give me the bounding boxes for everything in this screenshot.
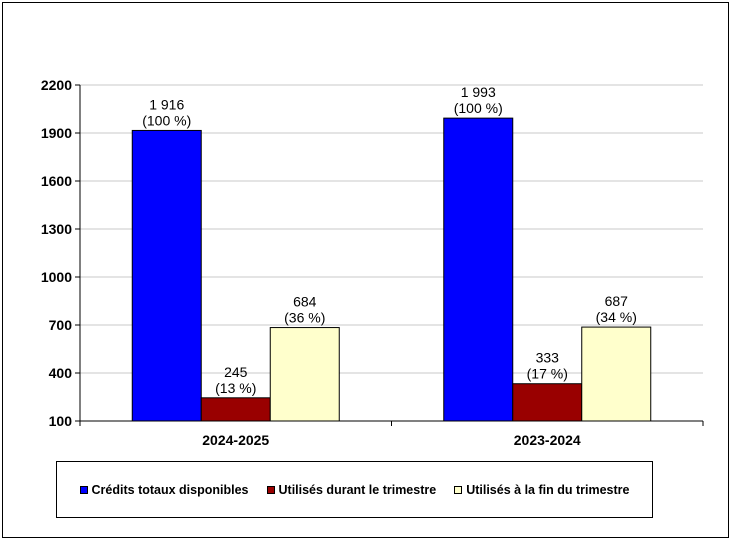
legend-label: Utilisés durant le trimestre — [278, 482, 437, 497]
y-tick-label: 700 — [49, 317, 73, 333]
data-label-percent: (100 %) — [142, 112, 191, 128]
y-tick-label: 400 — [49, 365, 73, 381]
legend-item: Utilisés durant le trimestre — [266, 482, 437, 497]
legend-label: Utilisés à la fin du trimestre — [466, 482, 630, 497]
y-tick-label: 1600 — [41, 173, 72, 189]
bar — [443, 117, 514, 422]
legend-swatch — [79, 485, 88, 494]
bar — [200, 397, 271, 422]
data-label: 333 — [536, 350, 560, 366]
data-label: 1 993 — [461, 84, 496, 100]
category-label: 2023-2024 — [514, 432, 581, 448]
data-label: 1 916 — [149, 96, 184, 112]
bar — [512, 383, 583, 422]
y-tick-label: 1300 — [41, 221, 72, 237]
data-label-percent: (34 %) — [596, 309, 637, 325]
data-label-percent: (13 %) — [215, 380, 256, 396]
data-label-percent: (17 %) — [527, 366, 568, 382]
data-label-percent: (100 %) — [454, 100, 503, 116]
legend-item: Utilisés à la fin du trimestre — [454, 483, 629, 497]
legend-swatch — [266, 485, 275, 494]
data-label: 245 — [224, 364, 248, 380]
legend-item: Crédits totaux disponibles — [79, 482, 249, 497]
y-tick-label: 1000 — [41, 269, 72, 285]
legend: Crédits totaux disponibles Utilisés duran… — [56, 461, 653, 518]
y-tick-label: 100 — [49, 413, 73, 429]
bar — [581, 326, 652, 422]
data-label-percent: (36 %) — [284, 310, 325, 326]
bar — [131, 129, 202, 422]
legend-swatch — [454, 485, 463, 494]
data-label: 687 — [605, 293, 629, 309]
bar — [269, 327, 340, 422]
category-label: 2024-2025 — [202, 432, 269, 448]
y-tick-label: 2200 — [41, 77, 72, 93]
legend-label: Crédits totaux disponibles — [91, 482, 249, 497]
y-tick-label: 1900 — [41, 125, 72, 141]
data-label: 684 — [293, 294, 317, 310]
